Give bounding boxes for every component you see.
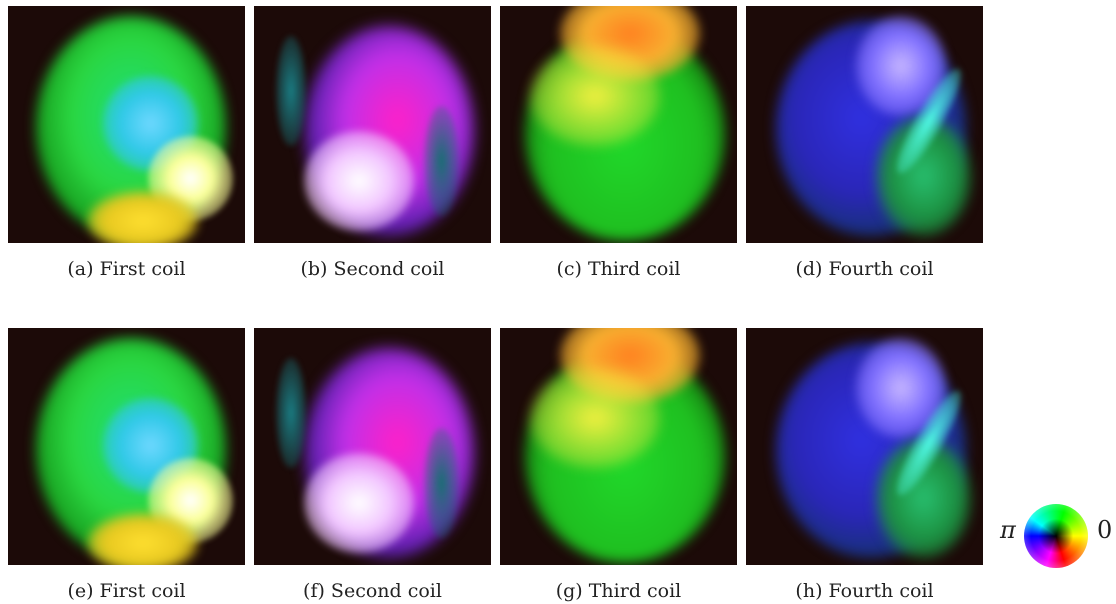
caption-e: (e) First coil <box>67 580 186 602</box>
coil-image-b <box>254 6 491 243</box>
phase-legend-pi-label: π <box>1000 516 1016 544</box>
coil-image-c <box>500 6 737 243</box>
coil-image-g <box>500 328 737 565</box>
caption-c: (c) Third coil <box>556 258 681 280</box>
coil-image-d <box>746 6 983 243</box>
caption-f: (f) Second coil <box>303 580 442 602</box>
coil-image-h <box>746 328 983 565</box>
coil-image-a <box>8 6 245 243</box>
caption-b: (b) Second coil <box>300 258 445 280</box>
coil-image-e <box>8 328 245 565</box>
caption-d: (d) Fourth coil <box>795 258 934 280</box>
caption-g: (g) Third coil <box>555 580 682 602</box>
coil-image-f <box>254 328 491 565</box>
phase-color-wheel <box>1024 504 1088 568</box>
caption-a: (a) First coil <box>67 258 186 280</box>
caption-h: (h) Fourth coil <box>795 580 934 602</box>
phase-legend-zero-label: 0 <box>1097 516 1113 544</box>
